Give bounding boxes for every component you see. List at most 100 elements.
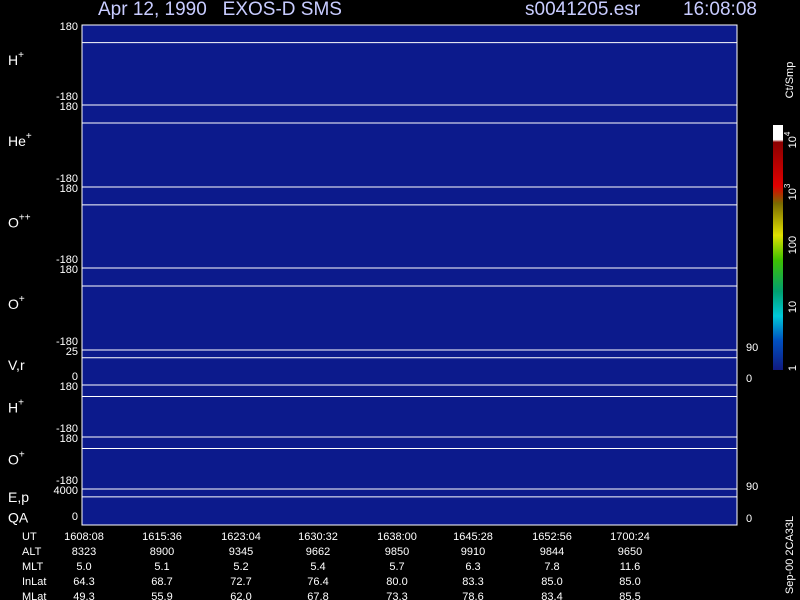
- table-cell: 67.8: [307, 591, 328, 600]
- panel-label: He+: [8, 131, 32, 149]
- panel-label: O++: [8, 212, 31, 230]
- panel-label-sup: ++: [19, 212, 31, 223]
- table-cell: 5.4: [310, 561, 325, 573]
- panel-label: H+: [8, 397, 24, 415]
- panel-label: O+: [8, 294, 25, 312]
- table-cell: 1645:28: [453, 531, 493, 543]
- table-cell: 78.6: [462, 591, 483, 600]
- panel-label-sup: +: [18, 397, 24, 408]
- table-cell: 9650: [618, 546, 642, 558]
- y2-tick-label: 0: [746, 373, 752, 385]
- y2-tick-label: 0: [746, 513, 752, 525]
- table-cell: 68.7: [151, 576, 172, 588]
- color-label-exp: 3: [783, 183, 792, 188]
- panel: [81, 267, 738, 351]
- table-cell: 5.7: [389, 561, 404, 573]
- panel-label: E,p: [8, 489, 29, 505]
- table-cell: 9910: [461, 546, 485, 558]
- table-cell: 9662: [306, 546, 330, 558]
- time: 16:08:08: [683, 0, 757, 20]
- panel-label-sup: +: [19, 294, 25, 305]
- color-label-base: 10: [787, 188, 799, 200]
- table-cell: 1700:24: [610, 531, 650, 543]
- panel: [81, 186, 738, 269]
- table-cell: 8323: [72, 546, 96, 558]
- table-cell: 11.6: [620, 561, 641, 573]
- y-tick-label: 0: [72, 511, 78, 523]
- y-tick-label: -180: [56, 423, 78, 435]
- y-tick-label: -180: [56, 475, 78, 487]
- table-cell: 9850: [385, 546, 409, 558]
- y-tick-label: -180: [56, 91, 78, 103]
- color-bar: [773, 125, 783, 370]
- table-cell: 5.0: [76, 561, 91, 573]
- panel-label-text: O: [8, 214, 19, 230]
- y-tick-label: 4000: [54, 485, 78, 497]
- y-tick-label: 25: [66, 346, 78, 358]
- table-cell: 83.3: [462, 576, 483, 588]
- color-label: 10: [787, 301, 799, 313]
- color-label: 104: [783, 131, 799, 148]
- table-cell: 62.0: [230, 591, 251, 600]
- panel: [81, 488, 738, 526]
- table-cell: 85.0: [619, 576, 640, 588]
- table-cell: 6.3: [465, 561, 480, 573]
- panel: [81, 349, 738, 386]
- table-cell: 83.4: [541, 591, 562, 600]
- file-name: s0041205.esr: [525, 0, 641, 20]
- y-tick-label: 180: [60, 433, 78, 445]
- row-label: UT: [22, 531, 37, 543]
- table-cell: 1623:04: [221, 531, 261, 543]
- table-cell: 55.9: [151, 591, 172, 600]
- panel: [81, 104, 738, 188]
- panel: [81, 24, 738, 106]
- table-cell: 49.3: [73, 591, 94, 600]
- panel-label: V,r: [8, 356, 25, 372]
- panel-label-text: O: [8, 451, 19, 467]
- table-cell: 85.0: [541, 576, 562, 588]
- y-tick-label: 180: [60, 264, 78, 276]
- color-label: 100: [787, 236, 799, 254]
- color-label: 103: [783, 183, 799, 200]
- panel-label-text: He: [8, 133, 26, 149]
- table-cell: 1630:32: [298, 531, 338, 543]
- table-cell: 8900: [150, 546, 174, 558]
- y-tick-label: 180: [60, 101, 78, 113]
- table-cell: 1652:56: [532, 531, 572, 543]
- table-cell: 64.3: [73, 576, 94, 588]
- panel-label: O+: [8, 449, 25, 467]
- table-cell: 85.5: [619, 591, 640, 600]
- color-unit: Ct/Smp: [784, 62, 796, 99]
- panel: [81, 436, 738, 490]
- color-label-exp: 4: [783, 131, 792, 136]
- y-tick-label: 180: [60, 21, 78, 33]
- row-label: MLat: [22, 591, 46, 600]
- y2-tick-label: 90: [746, 481, 758, 493]
- panel-label-sup: +: [18, 50, 24, 61]
- y-tick-label: 0: [72, 371, 78, 383]
- title: Apr 12, 1990 EXOS-D SMS: [98, 0, 342, 20]
- y-tick-label: -180: [56, 254, 78, 266]
- table-cell: 73.3: [386, 591, 407, 600]
- table-cell: 7.8: [544, 561, 559, 573]
- panel-label-text: E,p: [8, 489, 29, 505]
- color-label-base: 10: [787, 136, 799, 148]
- table-cell: 5.1: [154, 561, 169, 573]
- row-label: MLT: [22, 561, 43, 573]
- row-label: ALT: [22, 546, 42, 558]
- y-tick-label: -180: [56, 336, 78, 348]
- y2-tick-label: 90: [746, 342, 758, 354]
- panel-label-2: QA: [8, 510, 29, 526]
- y-tick-label: 180: [60, 381, 78, 393]
- y-tick-label: -180: [56, 173, 78, 185]
- y-tick-label: 180: [60, 183, 78, 195]
- panel-label-text: H: [8, 52, 18, 68]
- table-cell: 9345: [229, 546, 253, 558]
- row-label: InLat: [22, 576, 46, 588]
- table-cell: 5.2: [233, 561, 248, 573]
- table-cell: 9844: [540, 546, 564, 558]
- color-label: 1: [787, 365, 799, 371]
- table-cell: 76.4: [307, 576, 328, 588]
- stamp: Sep-00 2CA33L: [784, 516, 796, 594]
